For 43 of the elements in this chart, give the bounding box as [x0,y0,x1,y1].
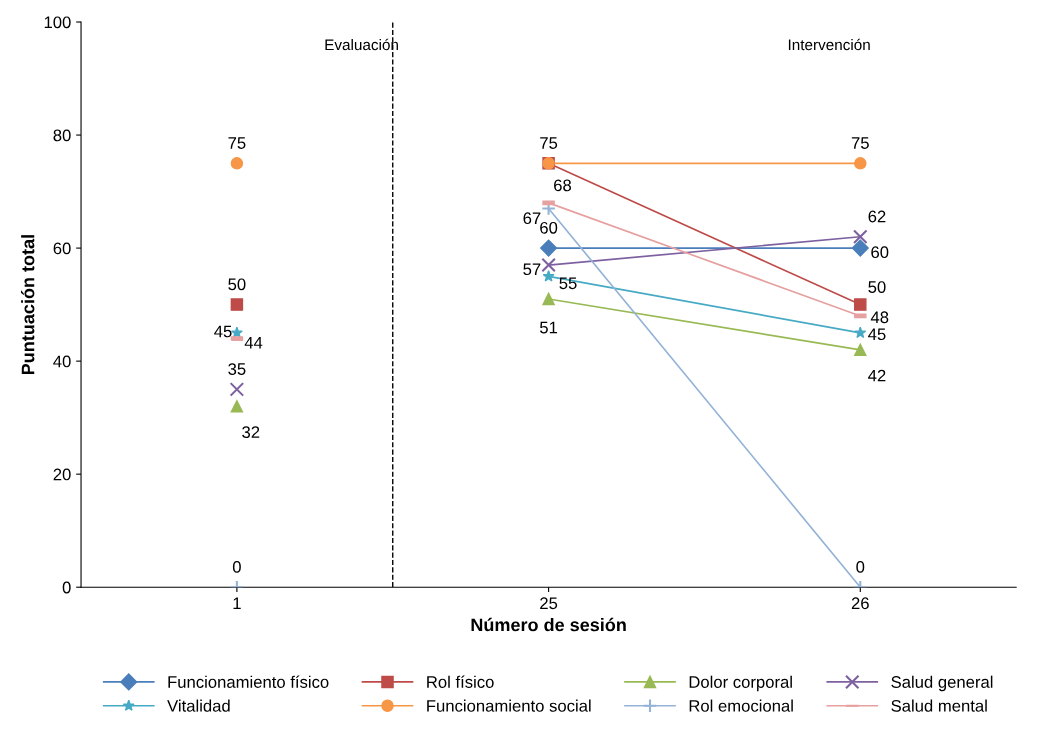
annotation: Intervención [788,38,870,51]
data-label: 42 [868,369,886,382]
x-tick-label: 1 [233,597,241,609]
data-label: 55 [559,277,577,290]
legend-label: Funcionamiento físico [168,675,329,688]
y-tick-label: 0 [62,581,71,594]
data-label: 75 [851,137,869,149]
legend-label: Rol emocional [689,699,793,712]
legend-label: Dolor corporal [689,675,792,692]
data-label: 50 [868,281,886,293]
data-label: 35 [228,363,246,375]
legend-label: Vitalidad [167,699,230,712]
y-tick-label: 20 [53,468,71,481]
data-label: 60 [540,221,558,234]
y-axis-title: Puntuación total [20,235,35,375]
data-label: 67 [523,212,541,225]
legend-label: Salud general [891,675,993,692]
y-tick-label: 60 [53,242,71,255]
data-label: 50 [228,278,246,291]
data-label: 0 [856,560,865,573]
data-label: 45 [214,325,232,338]
data-label: 62 [868,210,886,223]
data-label: 57 [523,263,541,276]
x-axis-title: Número de sesión [471,617,626,632]
data-label: 0 [232,560,241,573]
data-label: 75 [228,137,246,149]
data-label: 60 [871,246,889,259]
legend-label: Rol físico [427,675,494,688]
y-tick-label: 80 [53,129,71,142]
x-tick-label: 25 [540,597,558,610]
data-label: 68 [554,179,572,192]
y-tick-label: 40 [53,355,71,368]
data-label: 44 [244,336,263,349]
data-label: 32 [242,426,260,439]
annotation: Evaluación [325,38,398,51]
data-label: 51 [539,321,558,334]
legend-label: Funcionamiento social [427,699,591,712]
x-tick-label: 26 [851,597,869,610]
data-label: 45 [868,328,886,341]
y-tick-label: 100 [44,16,71,29]
legend-label: Salud mental [891,699,987,712]
data-label: 48 [870,311,889,324]
data-label: 75 [540,137,558,149]
